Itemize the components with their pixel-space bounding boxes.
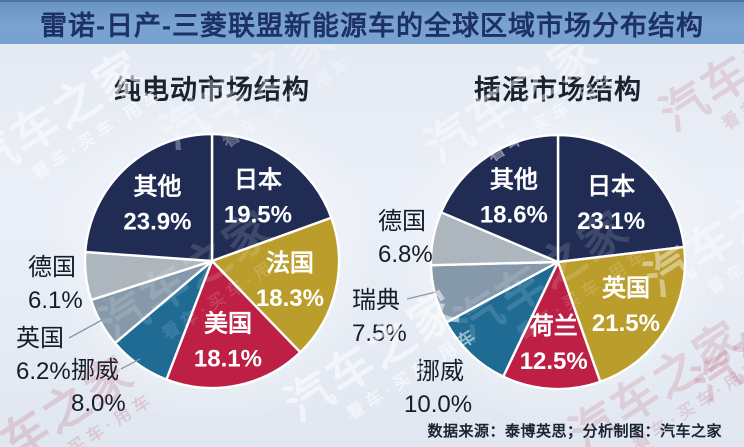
- pie0-label-name-3: 挪威: [71, 357, 119, 384]
- pie1-label-name-0: 日本: [587, 173, 635, 200]
- pie0-label-name-1: 法国: [266, 250, 314, 277]
- pie1-label-value-5: 6.8%: [378, 241, 433, 268]
- pie1-slice-6: [439, 133, 560, 264]
- pie1-label-name-6: 其他: [490, 166, 538, 193]
- pie1-slice-2: [502, 260, 602, 391]
- pie0-label-name-6: 其他: [133, 173, 181, 200]
- pie0-label-value-1: 18.3%: [256, 285, 324, 312]
- pie-chart-right: [429, 133, 687, 391]
- pie1-label-value-2: 12.5%: [520, 348, 588, 375]
- pie0-label-name-2: 美国: [204, 309, 252, 337]
- pie1-label-name-5: 德国: [378, 208, 426, 235]
- pie1-label-name-4: 瑞典: [352, 287, 400, 314]
- pie1-label-value-1: 21.5%: [592, 310, 660, 337]
- pie1-label-value-3: 10.0%: [404, 391, 472, 418]
- pie0-leader-line-4: [68, 319, 103, 339]
- pie0-label-value-2: 18.1%: [194, 345, 262, 372]
- pie1-label-value-0: 23.1%: [577, 208, 645, 235]
- pie0-label-value-6: 23.9%: [123, 208, 191, 235]
- left-chart-subtitle: 纯电动市场结构: [114, 75, 310, 105]
- pie0-label-name-4: 英国: [16, 325, 64, 352]
- pie1-label-name-3: 挪威: [416, 358, 464, 385]
- pie0-label-name-0: 日本: [234, 167, 282, 194]
- pie0-slice-0: [210, 132, 333, 263]
- pie1-label-value-6: 18.6%: [480, 201, 548, 228]
- pie0-slice-1: [210, 216, 341, 354]
- pie0-leader-line-3: [120, 358, 141, 370]
- data-source-caption: 数据来源：泰博英思；分析制图：汽车之家: [427, 423, 722, 440]
- pie1-slice-3: [445, 260, 560, 378]
- pie0-label-name-5: 德国: [28, 254, 76, 281]
- chart-title-bar: 雷诺-日产-三菱联盟新能源车的全球区域市场分布结构: [0, 0, 744, 44]
- pie0-label-value-5: 6.1%: [28, 287, 83, 314]
- pie1-label-name-1: 英国: [602, 275, 650, 302]
- pie0-label-value-3: 8.0%: [71, 390, 126, 417]
- right-chart-subtitle: 插混市场结构: [474, 75, 642, 105]
- pie1-label-value-4: 7.5%: [352, 320, 407, 347]
- pie1-leader-line-4: [406, 291, 437, 300]
- pie0-label-value-0: 19.5%: [224, 202, 292, 229]
- pie0-slice-6: [84, 132, 214, 263]
- page-title: 雷诺-日产-三菱联盟新能源车的全球区域市场分布结构: [40, 10, 704, 41]
- pie1-slice-0: [556, 133, 686, 264]
- pie0-label-value-4: 6.2%: [16, 358, 71, 385]
- pie-chart-left: [83, 132, 341, 390]
- pie1-slice-1: [556, 245, 687, 383]
- pie1-label-name-2: 荷兰: [530, 312, 578, 340]
